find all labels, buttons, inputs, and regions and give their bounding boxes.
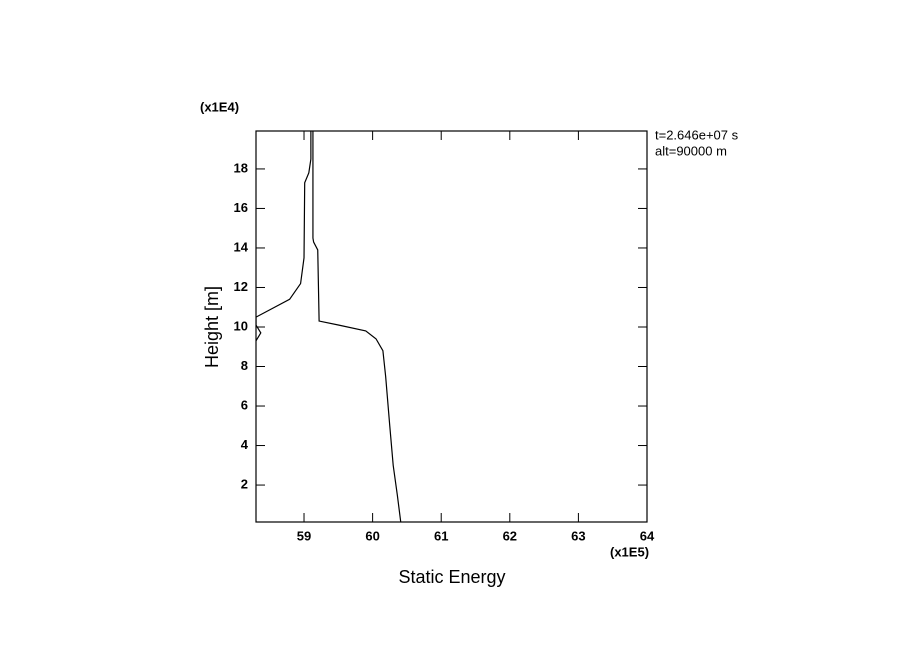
y-tick-label: 6 <box>241 397 248 412</box>
x-tick-label: 60 <box>365 528 379 543</box>
x-scale-label: (x1E5) <box>610 544 649 559</box>
y-tick-label: 10 <box>234 318 248 333</box>
x-tick-label: 63 <box>571 528 585 543</box>
y-tick-label: 8 <box>241 358 248 373</box>
plot-area <box>256 131 402 522</box>
data-line <box>256 131 312 344</box>
x-tick-label: 62 <box>503 528 517 543</box>
x-tick-label: 59 <box>297 528 311 543</box>
data-line <box>312 131 402 522</box>
y-axis-label: Height [m] <box>202 286 222 368</box>
x-axis-label: Static Energy <box>398 567 505 587</box>
x-tick-label: 64 <box>640 528 655 543</box>
y-scale-label: (x1E4) <box>200 99 239 114</box>
y-tick-label: 16 <box>234 200 248 215</box>
y-tick-label: 2 <box>241 476 248 491</box>
x-tick-label: 61 <box>434 528 448 543</box>
y-tick-label: 4 <box>241 437 249 452</box>
plot-frame <box>255 130 648 523</box>
annotation: t=2.646e+07 s <box>655 127 739 142</box>
annotation: alt=90000 m <box>655 143 727 158</box>
y-tick-label: 12 <box>234 279 248 294</box>
y-tick-label: 14 <box>234 239 249 254</box>
y-tick-label: 18 <box>234 160 248 175</box>
